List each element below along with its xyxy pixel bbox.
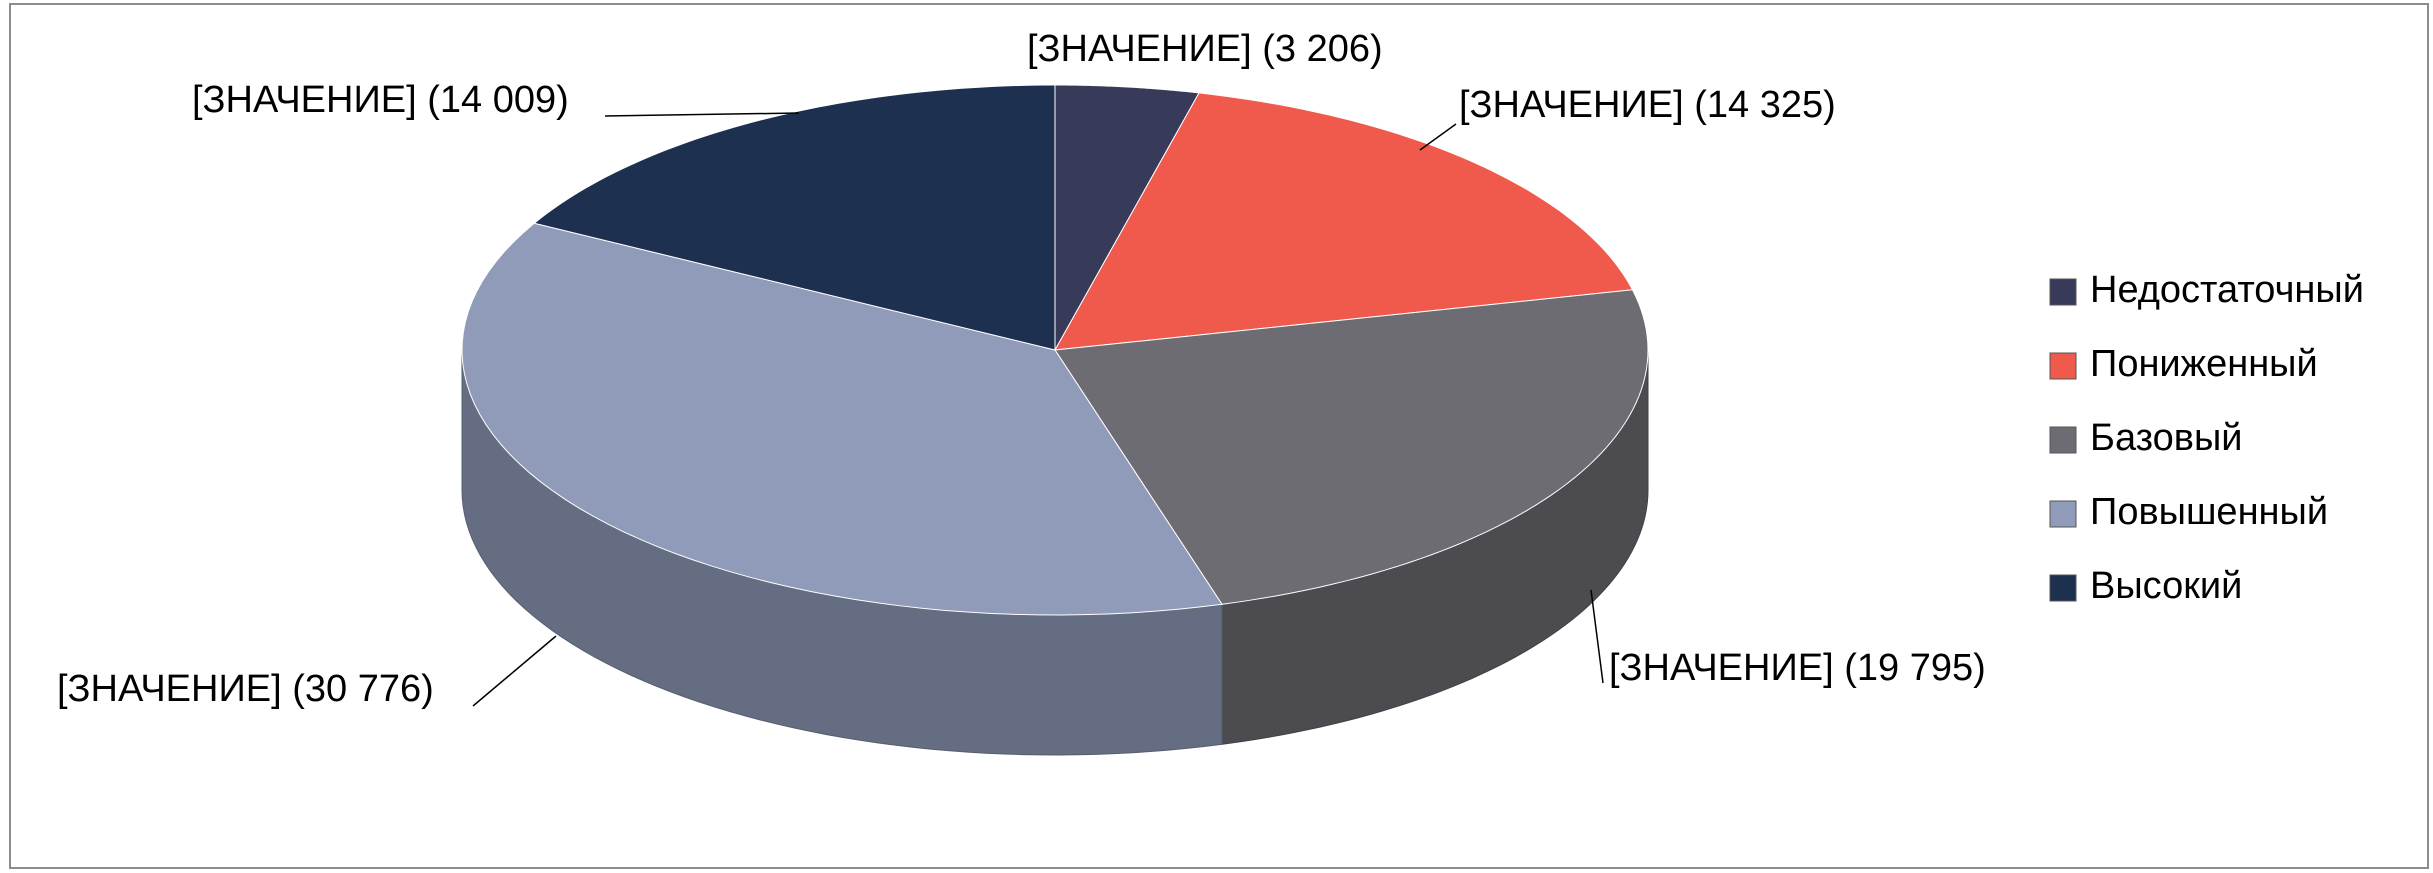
data-label: [ЗНАЧЕНИЕ] (30 776): [57, 668, 434, 710]
legend-swatch: [2049, 426, 2077, 454]
legend-label: Недостаточный: [2090, 269, 2364, 311]
legend-label: Высокий: [2090, 565, 2242, 607]
legend-swatch: [2049, 352, 2077, 380]
legend-swatch: [2049, 500, 2077, 528]
data-label: [ЗНАЧЕНИЕ] (14 325): [1459, 84, 1836, 126]
legend-label: Базовый: [2090, 417, 2243, 459]
legend-label: Повышенный: [2090, 491, 2328, 533]
leader-line: [1419, 123, 1457, 151]
data-label: [ЗНАЧЕНИЕ] (3 206): [1027, 28, 1383, 70]
slice: [533, 84, 1056, 351]
data-label: [ЗНАЧЕНИЕ] (14 009): [192, 79, 569, 121]
leader-line: [1590, 589, 1604, 684]
slice: [461, 222, 1223, 616]
data-label: [ЗНАЧЕНИЕ] (19 795): [1609, 647, 1986, 689]
slice: [1054, 289, 1649, 605]
slice: [1054, 84, 1200, 352]
slice: [1054, 92, 1634, 351]
legend-label: Пониженный: [2090, 343, 2318, 385]
legend-swatch: [2049, 278, 2077, 306]
leader-line: [604, 112, 800, 117]
leader-line: [472, 635, 557, 707]
legend-swatch: [2049, 574, 2077, 602]
